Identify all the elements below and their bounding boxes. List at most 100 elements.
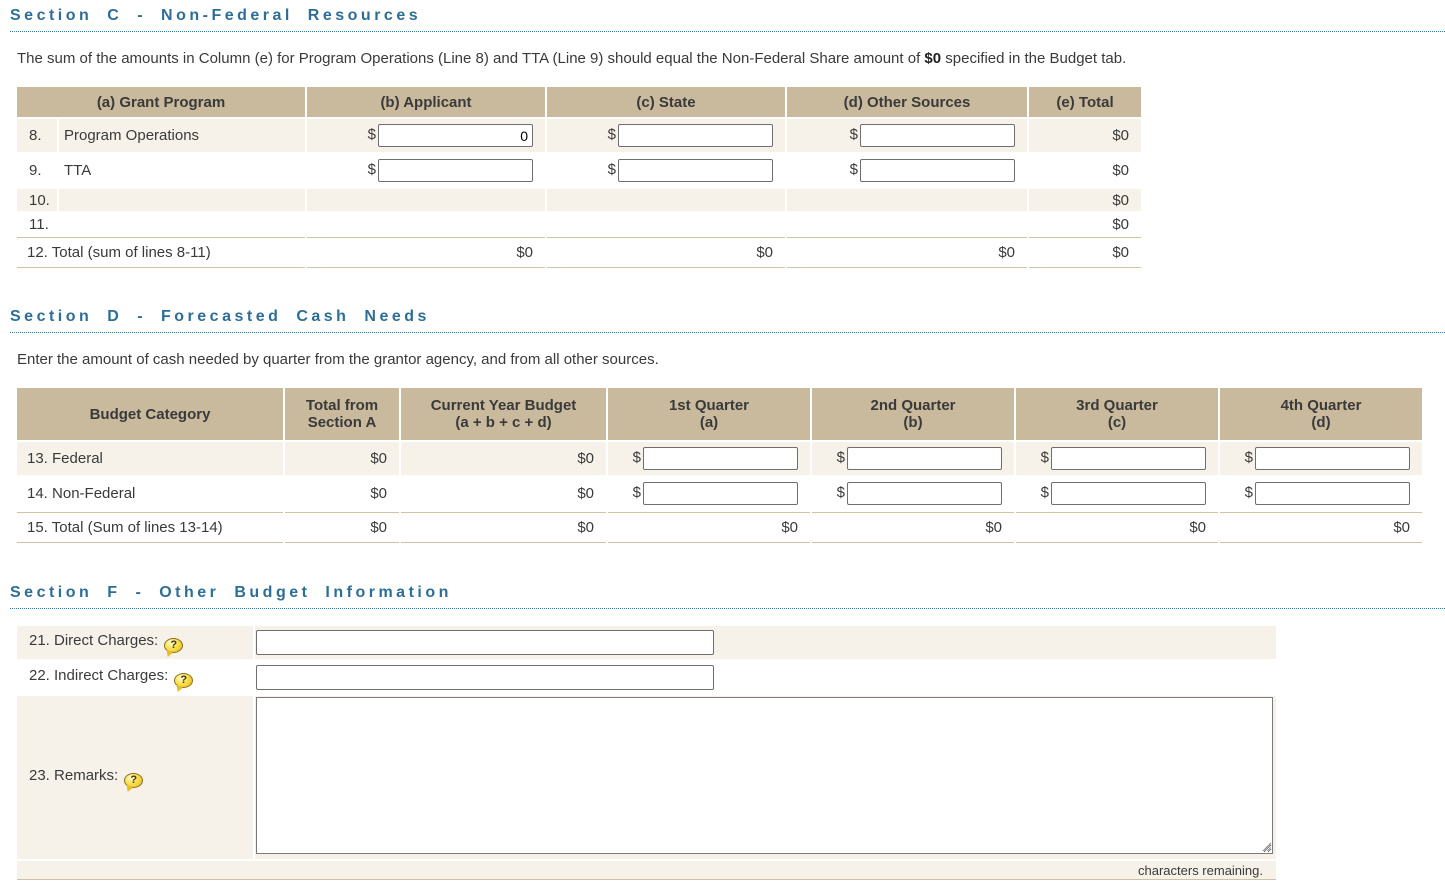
question-mark-glyph: ?: [174, 672, 194, 688]
section-f-title: Section F - Other Budget Information: [10, 584, 452, 601]
dollar-sign: $: [849, 126, 858, 144]
other-sources-cell: $: [787, 119, 1027, 152]
row-total: $0: [1029, 154, 1141, 187]
dollar-sign: $: [1040, 484, 1049, 502]
total-from-section-a: $0: [285, 512, 399, 543]
col-state: (c) State: [547, 87, 785, 117]
row-label: [59, 189, 305, 211]
resize-handle[interactable]: [1261, 841, 1271, 851]
section-c-title: Section C - Non-Federal Resources: [10, 7, 422, 24]
remarks-textarea[interactable]: [256, 697, 1273, 854]
intro-amount: $0: [924, 50, 942, 67]
q4-cell: $: [1220, 477, 1422, 510]
non-federal-q3-input[interactable]: [1051, 482, 1206, 505]
other-sources-cell: $: [787, 154, 1027, 187]
current-year-budget: $0: [401, 512, 606, 543]
row-label: 13. Federal: [17, 442, 283, 475]
characters-remaining-note: characters remaining.: [17, 861, 1276, 880]
total-other-sources: $0: [787, 237, 1027, 268]
tta-applicant-input[interactable]: [378, 159, 533, 182]
dollar-sign: $: [849, 161, 858, 179]
help-icon[interactable]: ?: [124, 772, 144, 789]
direct-charges-row: 21. Direct Charges:?: [17, 626, 1276, 659]
table-row-11: 11. $0: [17, 213, 1141, 235]
current-year-budget: $0: [401, 442, 606, 475]
current-year-budget: $0: [401, 477, 606, 510]
state-cell: [547, 213, 785, 235]
program-operations-other-input[interactable]: [860, 124, 1015, 147]
q4-cell: $: [1220, 442, 1422, 475]
federal-q4-input[interactable]: [1255, 447, 1410, 470]
other-sources-cell: [787, 213, 1027, 235]
state-cell: $: [547, 119, 785, 152]
table-row-non-federal: 14. Non-Federal $0 $0 $ $ $ $: [17, 477, 1422, 510]
help-icon[interactable]: ?: [164, 637, 184, 654]
table-row-10: 10. $0: [17, 189, 1141, 211]
row-number: 8.: [17, 119, 57, 152]
row-number: 11.: [17, 213, 57, 235]
applicant-cell: $: [307, 154, 545, 187]
dollar-sign: $: [836, 484, 845, 502]
non-federal-q2-input[interactable]: [847, 482, 1002, 505]
q1-cell: $: [608, 442, 810, 475]
tta-other-input[interactable]: [860, 159, 1015, 182]
row-total: $0: [1029, 189, 1141, 211]
indirect-charges-label: 22. Indirect Charges:: [29, 666, 169, 684]
col-q4: 4th Quarter (d): [1220, 388, 1422, 440]
section-divider: [10, 608, 1445, 609]
applicant-cell: [307, 189, 545, 211]
q1-cell: $: [608, 477, 810, 510]
table-header-row: Budget Category Total from Section A Curr…: [17, 388, 1422, 440]
total-state: $0: [547, 237, 785, 268]
remarks-input-cell: [255, 696, 1276, 859]
col-total: (e) Total: [1029, 87, 1141, 117]
col-total-from-section-a: Total from Section A: [285, 388, 399, 440]
q2-cell: $: [812, 442, 1014, 475]
table-row-tta: 9. TTA $ $ $ $0: [17, 154, 1141, 187]
other-budget-information-table: 21. Direct Charges:? 22. Indirect Charge…: [15, 624, 1278, 882]
direct-charges-label-cell: 21. Direct Charges:?: [17, 626, 253, 659]
non-federal-q1-input[interactable]: [643, 482, 798, 505]
col-applicant: (b) Applicant: [307, 87, 545, 117]
total-from-section-a: $0: [285, 477, 399, 510]
federal-q1-input[interactable]: [643, 447, 798, 470]
total-from-section-a: $0: [285, 442, 399, 475]
q2-total: $0: [812, 512, 1014, 543]
col-q2: 2nd Quarter (b): [812, 388, 1014, 440]
row-label: TTA: [59, 154, 305, 187]
program-operations-state-input[interactable]: [618, 124, 773, 147]
dollar-sign: $: [607, 161, 616, 179]
table-row-total: 15. Total (Sum of lines 13-14) $0 $0 $0 …: [17, 512, 1422, 543]
federal-q2-input[interactable]: [847, 447, 1002, 470]
q3-total: $0: [1016, 512, 1218, 543]
federal-q3-input[interactable]: [1051, 447, 1206, 470]
program-operations-applicant-input[interactable]: [378, 124, 533, 147]
table-row-federal: 13. Federal $0 $0 $ $ $ $: [17, 442, 1422, 475]
section-c: Section C - Non-Federal Resources The su…: [0, 6, 1445, 270]
section-d-intro: Enter the amount of cash needed by quart…: [17, 351, 659, 368]
table-row-program-operations: 8. Program Operations $ $ $ $0: [17, 119, 1141, 152]
col-current-year-budget: Current Year Budget (a + b + c + d): [401, 388, 606, 440]
tta-state-input[interactable]: [618, 159, 773, 182]
row-label: [59, 213, 305, 235]
section-d: Section D - Forecasted Cash Needs Enter …: [0, 307, 1445, 545]
q1-total: $0: [608, 512, 810, 543]
direct-charges-input[interactable]: [256, 630, 714, 655]
row-total: $0: [1029, 213, 1141, 235]
row-label: Program Operations: [59, 119, 305, 152]
row-number: 10.: [17, 189, 57, 211]
table-row-total: 12. Total (sum of lines 8-11) $0 $0 $0 $…: [17, 237, 1141, 268]
state-cell: $: [547, 154, 785, 187]
col-other-sources: (d) Other Sources: [787, 87, 1027, 117]
total-applicant: $0: [307, 237, 545, 268]
non-federal-q4-input[interactable]: [1255, 482, 1410, 505]
indirect-charges-input[interactable]: [256, 665, 714, 690]
help-icon[interactable]: ?: [174, 672, 194, 689]
total-row-label: 15. Total (Sum of lines 13-14): [17, 512, 283, 543]
question-mark-glyph: ?: [124, 772, 144, 788]
characters-remaining-row: characters remaining.: [17, 861, 1276, 880]
col-q1: 1st Quarter (a): [608, 388, 810, 440]
q3-cell: $: [1016, 442, 1218, 475]
dollar-sign: $: [607, 126, 616, 144]
total-total: $0: [1029, 237, 1141, 268]
